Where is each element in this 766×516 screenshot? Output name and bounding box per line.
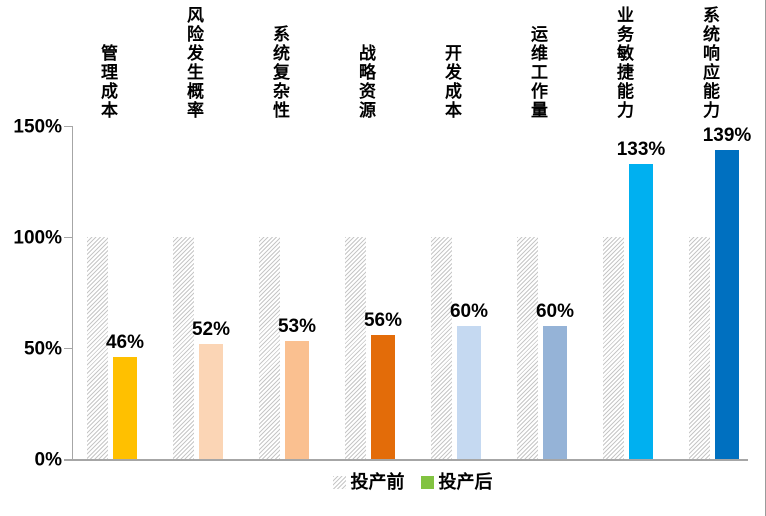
- data-label: 139%: [702, 125, 752, 147]
- x-axis: [64, 459, 748, 461]
- data-label: 133%: [616, 138, 666, 160]
- y-tick-label: 150%: [13, 116, 62, 138]
- bar-before: [173, 237, 194, 459]
- y-tick: [64, 348, 72, 349]
- bar-after: [543, 325, 567, 459]
- category-labels: 管理成本 风险发生概率 系统复杂性 战略资源 开发成本 运维工作量 业务敏捷能力 系统响应能力: [0, 0, 765, 122]
- bar-after: [285, 341, 309, 459]
- category-label: 开发成本: [442, 44, 461, 120]
- bar-after: [715, 150, 739, 459]
- y-tick-label: 50%: [23, 338, 62, 360]
- y-tick: [64, 237, 72, 238]
- legend-swatch-hatched-icon: [332, 475, 346, 489]
- data-label: 52%: [191, 318, 231, 340]
- data-label: 60%: [449, 300, 489, 322]
- bar-before: [603, 237, 624, 459]
- bar-before: [87, 237, 108, 459]
- category-label: 战略资源: [356, 44, 375, 120]
- bar-after: [199, 343, 223, 459]
- bar-after: [371, 334, 395, 459]
- category-label: 风险发生概率: [184, 6, 203, 120]
- category-label: 系统复杂性: [270, 25, 289, 120]
- legend: 投产前 投产后: [0, 473, 765, 491]
- bar-after: [629, 163, 653, 459]
- y-axis: [72, 126, 73, 461]
- bar-after: [457, 325, 481, 459]
- y-tick: [64, 459, 72, 460]
- data-label: 53%: [277, 316, 317, 338]
- category-label: 系统响应能力: [700, 6, 719, 120]
- category-label: 运维工作量: [528, 25, 547, 120]
- data-label: 60%: [535, 300, 575, 322]
- bar-before: [517, 237, 538, 459]
- bar-before: [689, 237, 710, 459]
- legend-label-before: 投产前: [350, 472, 405, 492]
- bar-before: [345, 237, 366, 459]
- category-label: 管理成本: [98, 44, 117, 120]
- bar-before: [431, 237, 452, 459]
- y-tick-label: 0%: [34, 449, 62, 471]
- category-label: 业务敏捷能力: [614, 6, 633, 120]
- legend-item-before: 投产前: [332, 472, 405, 492]
- data-label: 46%: [105, 331, 145, 353]
- legend-swatch-green-icon: [420, 475, 434, 489]
- y-tick: [64, 126, 72, 127]
- bar-before: [259, 237, 280, 459]
- legend-label-after: 投产后: [438, 472, 493, 492]
- bar-after: [113, 356, 137, 459]
- data-label: 56%: [363, 309, 403, 331]
- y-tick-label: 100%: [13, 227, 62, 249]
- legend-item-after: 投产后: [420, 472, 493, 492]
